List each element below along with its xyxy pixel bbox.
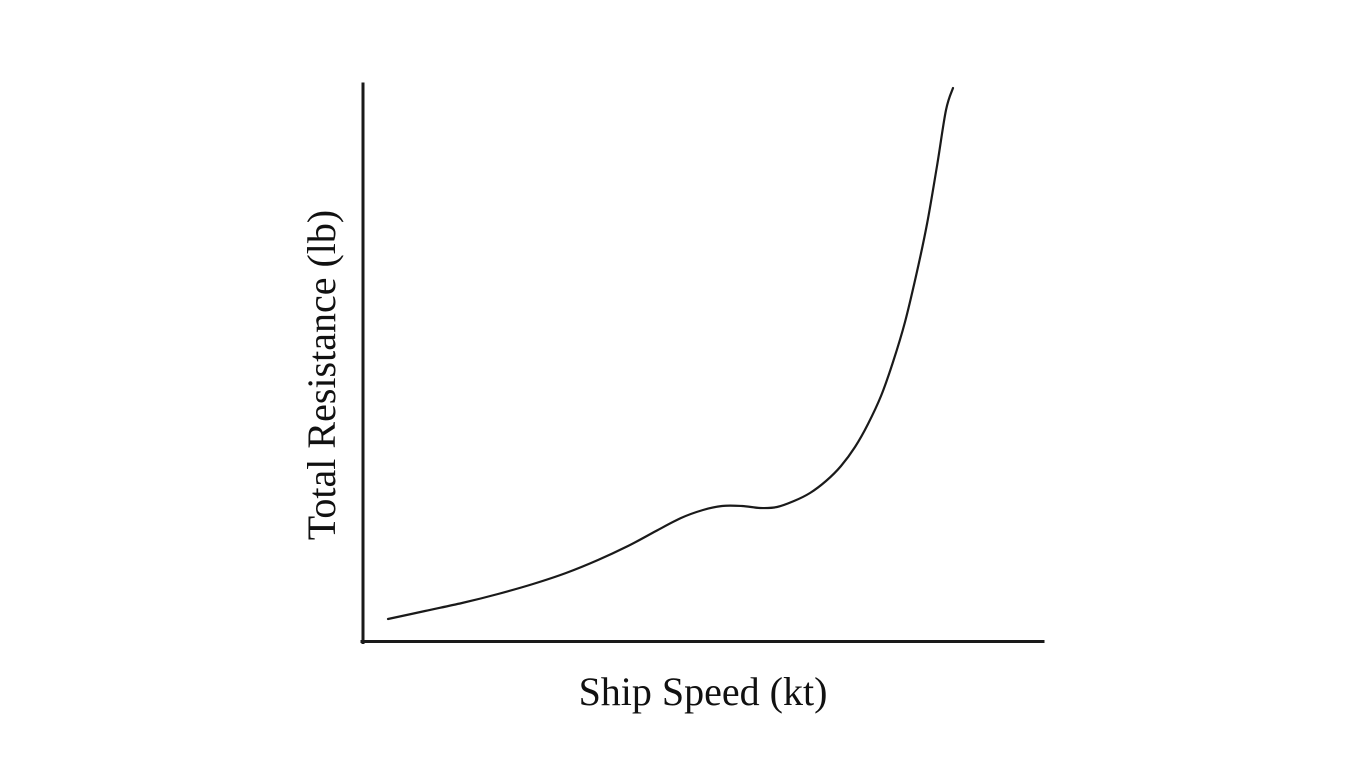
y-axis-label: Total Resistance (lb)	[299, 209, 344, 541]
x-axis-label: Ship Speed (kt)	[578, 669, 828, 714]
resistance-curve	[386, 86, 955, 621]
